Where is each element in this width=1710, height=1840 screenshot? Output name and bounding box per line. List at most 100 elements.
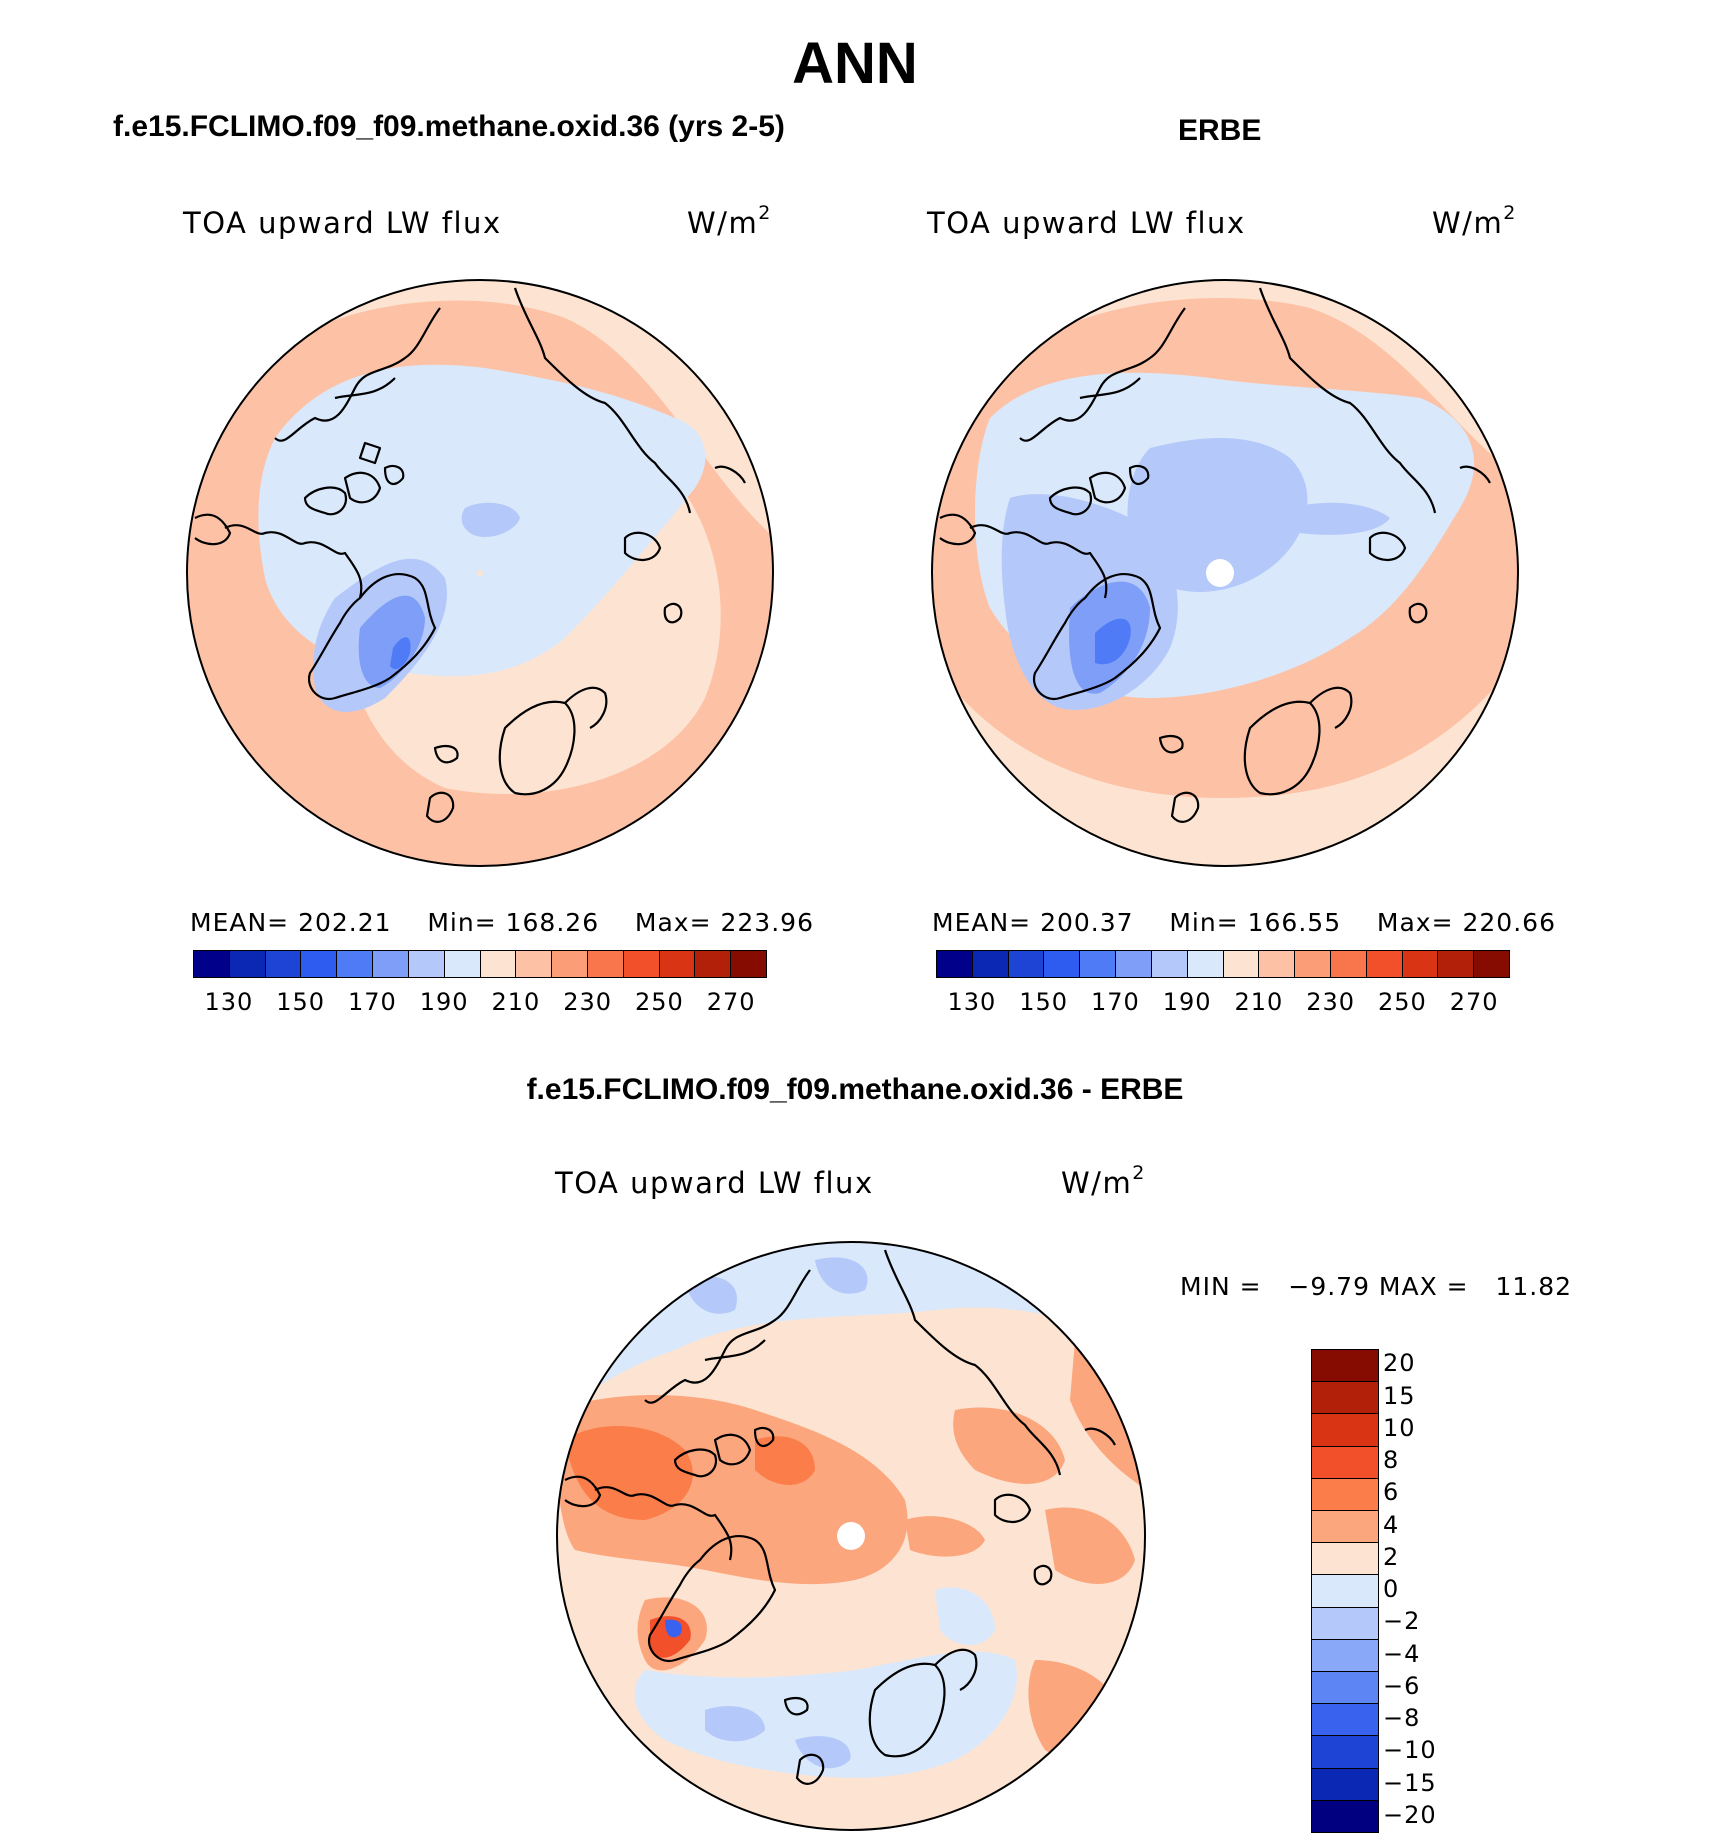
colorbar-swatch [337,951,374,977]
colorbar-swatch [1312,1350,1378,1383]
colorbar-tick-label: 150 [276,988,326,1016]
colorbar-swatch [937,951,973,977]
panel1-polar-map [186,279,774,867]
figure-title: ANN [792,31,918,96]
colorbar-swatch [1312,1800,1378,1833]
panel2-colorbar-ticks: 130 150 170 190 210 230 250 270 [936,978,1510,1016]
panel1-units-label: W/m2 [687,202,772,241]
diff-variable-label: TOA upward LW flux [555,1166,874,1200]
colorbar-tick-label: 6 [1383,1478,1400,1507]
colorbar-tick-label: −20 [1383,1801,1437,1829]
diff-case-title: f.e15.FCLIMO.f09_f09.methane.oxid.36 - E… [526,1073,1184,1106]
colorbar-swatch [1312,1511,1378,1544]
colorbar-swatch [408,951,445,977]
colorbar-swatch [1312,1382,1378,1415]
colorbar-swatch [1312,1575,1378,1608]
colorbar-swatch [444,951,481,977]
colorbar-swatch [1312,1478,1378,1512]
colorbar-swatch [1312,1672,1378,1705]
colorbar-swatch [587,951,624,977]
colorbar-tick-label: 190 [419,988,469,1016]
diff-units-label: W/m2 [1061,1162,1146,1201]
diff-polar-map [556,1241,1146,1831]
panel2-units-label: W/m2 [1432,202,1517,241]
colorbar-tick-label: 130 [947,988,997,1016]
colorbar-swatch [1008,951,1045,977]
colorbar-swatch [1366,951,1403,977]
colorbar-swatch [1312,1607,1378,1640]
colorbar-tick-label: 150 [1019,988,1069,1016]
colorbar-swatch [1312,1736,1378,1769]
colorbar-tick-label: 8 [1383,1446,1400,1475]
colorbar-tick-label: 270 [1449,988,1499,1016]
colorbar-swatch [1474,951,1509,977]
colorbar-tick-label: −8 [1383,1704,1421,1733]
colorbar-swatch [1223,951,1260,977]
diff-colorbar-ticks: 20 15 10 8 6 4 2 0 −2 −4 −6 −8 −10 −15 −20 [1383,1349,1463,1833]
colorbar-swatch [373,951,409,977]
colorbar-swatch [695,951,732,977]
colorbar-swatch [1312,1446,1378,1479]
panel2-polar-map [931,279,1519,867]
colorbar-swatch [1187,951,1224,977]
colorbar-swatch [1044,951,1081,977]
panel2-colorbar-swatches [936,950,1510,978]
panel1-stats: MEAN= 202.21 Min= 168.26 Max= 223.96 [190,908,814,937]
colorbar-swatch [1151,951,1188,977]
colorbar-swatch [1116,951,1152,977]
colorbar-swatch [1402,951,1439,977]
colorbar-tick-label: 4 [1383,1510,1400,1539]
colorbar-tick-label: 250 [1377,988,1427,1016]
diff-colorbar [1311,1349,1379,1833]
colorbar-tick-label: 170 [1090,988,1140,1016]
colorbar-swatch [229,951,266,977]
panel1-colorbar-swatches [193,950,767,978]
colorbar-swatch [265,951,302,977]
colorbar-swatch [731,951,766,977]
panel1-case-title: f.e15.FCLIMO.f09_f09.methane.oxid.36 (yr… [113,110,785,143]
colorbar-swatch [1312,1704,1378,1737]
panel2-variable-label: TOA upward LW flux [927,206,1246,240]
colorbar-swatch [1295,951,1331,977]
panel2-colorbar: 130 150 170 190 210 230 250 270 [936,950,1510,1016]
colorbar-tick-label: 270 [706,988,756,1016]
colorbar-tick-label: 210 [491,988,541,1016]
colorbar-swatch [1080,951,1117,977]
colorbar-tick-label: 10 [1383,1413,1416,1442]
colorbar-swatch [301,951,338,977]
colorbar-swatch [1312,1639,1378,1673]
colorbar-tick-label: −6 [1383,1671,1421,1700]
colorbar-swatch [552,951,588,977]
colorbar-tick-label: 15 [1383,1381,1416,1410]
colorbar-swatch [516,951,553,977]
colorbar-tick-label: 230 [1306,988,1356,1016]
panel1-variable-label: TOA upward LW flux [183,206,502,240]
colorbar-tick-label: 250 [634,988,684,1016]
colorbar-tick-label: 190 [1162,988,1212,1016]
colorbar-tick-label: 2 [1383,1542,1400,1571]
panel2-case-title: ERBE [1178,114,1262,147]
colorbar-swatch [480,951,517,977]
diff-colorbar-swatches [1311,1349,1379,1833]
colorbar-swatch [1438,951,1475,977]
colorbar-tick-label: 210 [1234,988,1284,1016]
colorbar-tick-label: −4 [1383,1639,1421,1668]
colorbar-swatch [1312,1414,1378,1447]
colorbar-swatch [194,951,230,977]
colorbar-swatch [1312,1768,1378,1801]
panel2-stats: MEAN= 200.37 Min= 166.55 Max= 220.66 [932,908,1556,937]
colorbar-tick-label: −15 [1383,1768,1437,1797]
colorbar-tick-label: 20 [1383,1349,1416,1378]
diff-minmax: MIN = −9.79 MAX = 11.82 [1180,1272,1573,1301]
colorbar-tick-label: 0 [1383,1575,1400,1604]
colorbar-swatch [1259,951,1296,977]
panel1-colorbar-ticks: 130 150 170 190 210 230 250 270 [193,978,767,1016]
colorbar-tick-label: 130 [204,988,254,1016]
colorbar-tick-label: 170 [347,988,397,1016]
colorbar-swatch [1312,1543,1378,1576]
colorbar-swatch [1330,951,1367,977]
panel1-colorbar: 130 150 170 190 210 230 250 270 [193,950,767,1016]
colorbar-swatch [972,951,1009,977]
colorbar-tick-label: 230 [563,988,613,1016]
colorbar-swatch [623,951,660,977]
